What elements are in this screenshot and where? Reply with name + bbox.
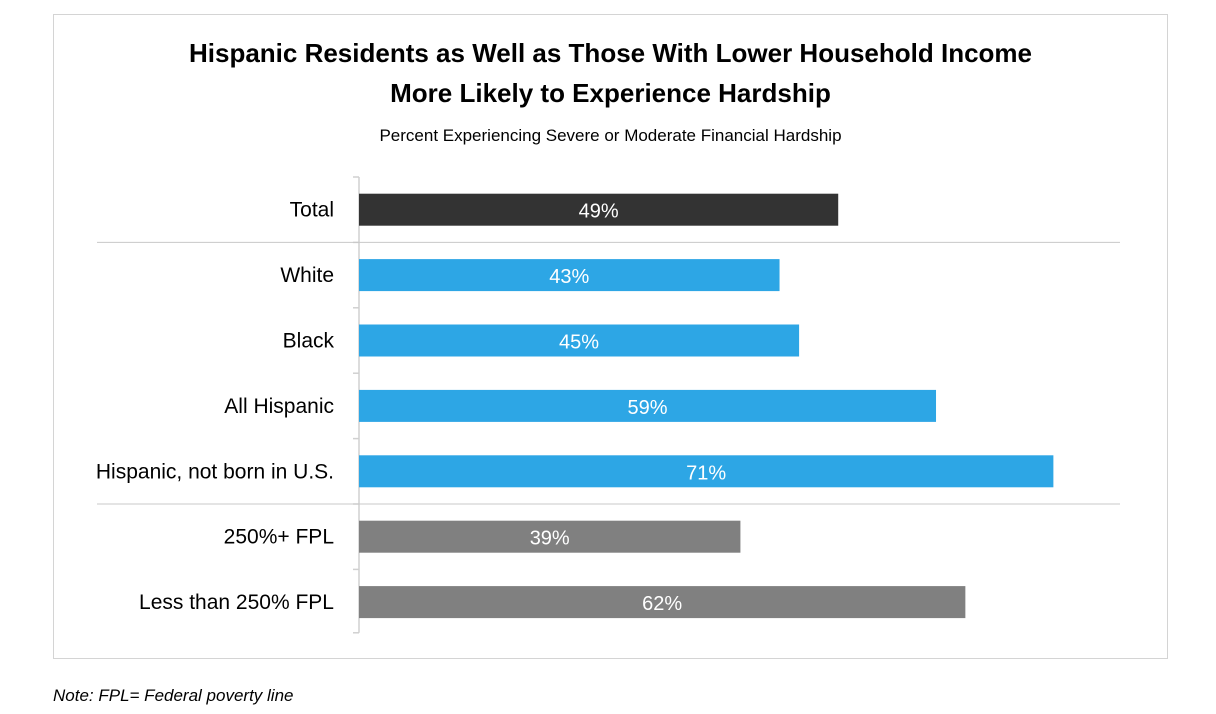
bar	[359, 259, 780, 292]
data-label: 39%	[530, 528, 570, 550]
category-label: White	[280, 264, 334, 287]
bar	[359, 520, 741, 553]
category-label: Black	[283, 330, 335, 353]
footnote: Note: FPL= Federal poverty line	[53, 686, 294, 705]
data-label: 59%	[627, 397, 667, 419]
chart-title: Hispanic Residents as Well as Those With…	[53, 33, 1168, 113]
data-label: 45%	[559, 332, 599, 354]
category-label: Less than 250% FPL	[139, 591, 334, 614]
category-label: 250%+ FPL	[224, 526, 334, 549]
bar	[359, 324, 800, 357]
data-label: 71%	[686, 462, 726, 484]
category-label: Total	[290, 199, 334, 222]
category-label: All Hispanic	[224, 395, 334, 418]
bar	[359, 193, 839, 226]
data-label: 62%	[642, 593, 682, 615]
chart-title-line-1: Hispanic Residents as Well as Those With…	[188, 38, 1033, 68]
data-label: 49%	[579, 201, 619, 223]
category-label: Hispanic, not born in U.S.	[96, 460, 334, 483]
bar	[359, 389, 937, 422]
chart-title-line-2: More Likely to Experience Hardship	[390, 78, 831, 108]
bar	[359, 586, 966, 619]
chart-subtitle: Percent Experiencing Severe or Moderate …	[379, 126, 842, 145]
data-label: 43%	[549, 266, 589, 288]
bar	[359, 455, 1054, 488]
